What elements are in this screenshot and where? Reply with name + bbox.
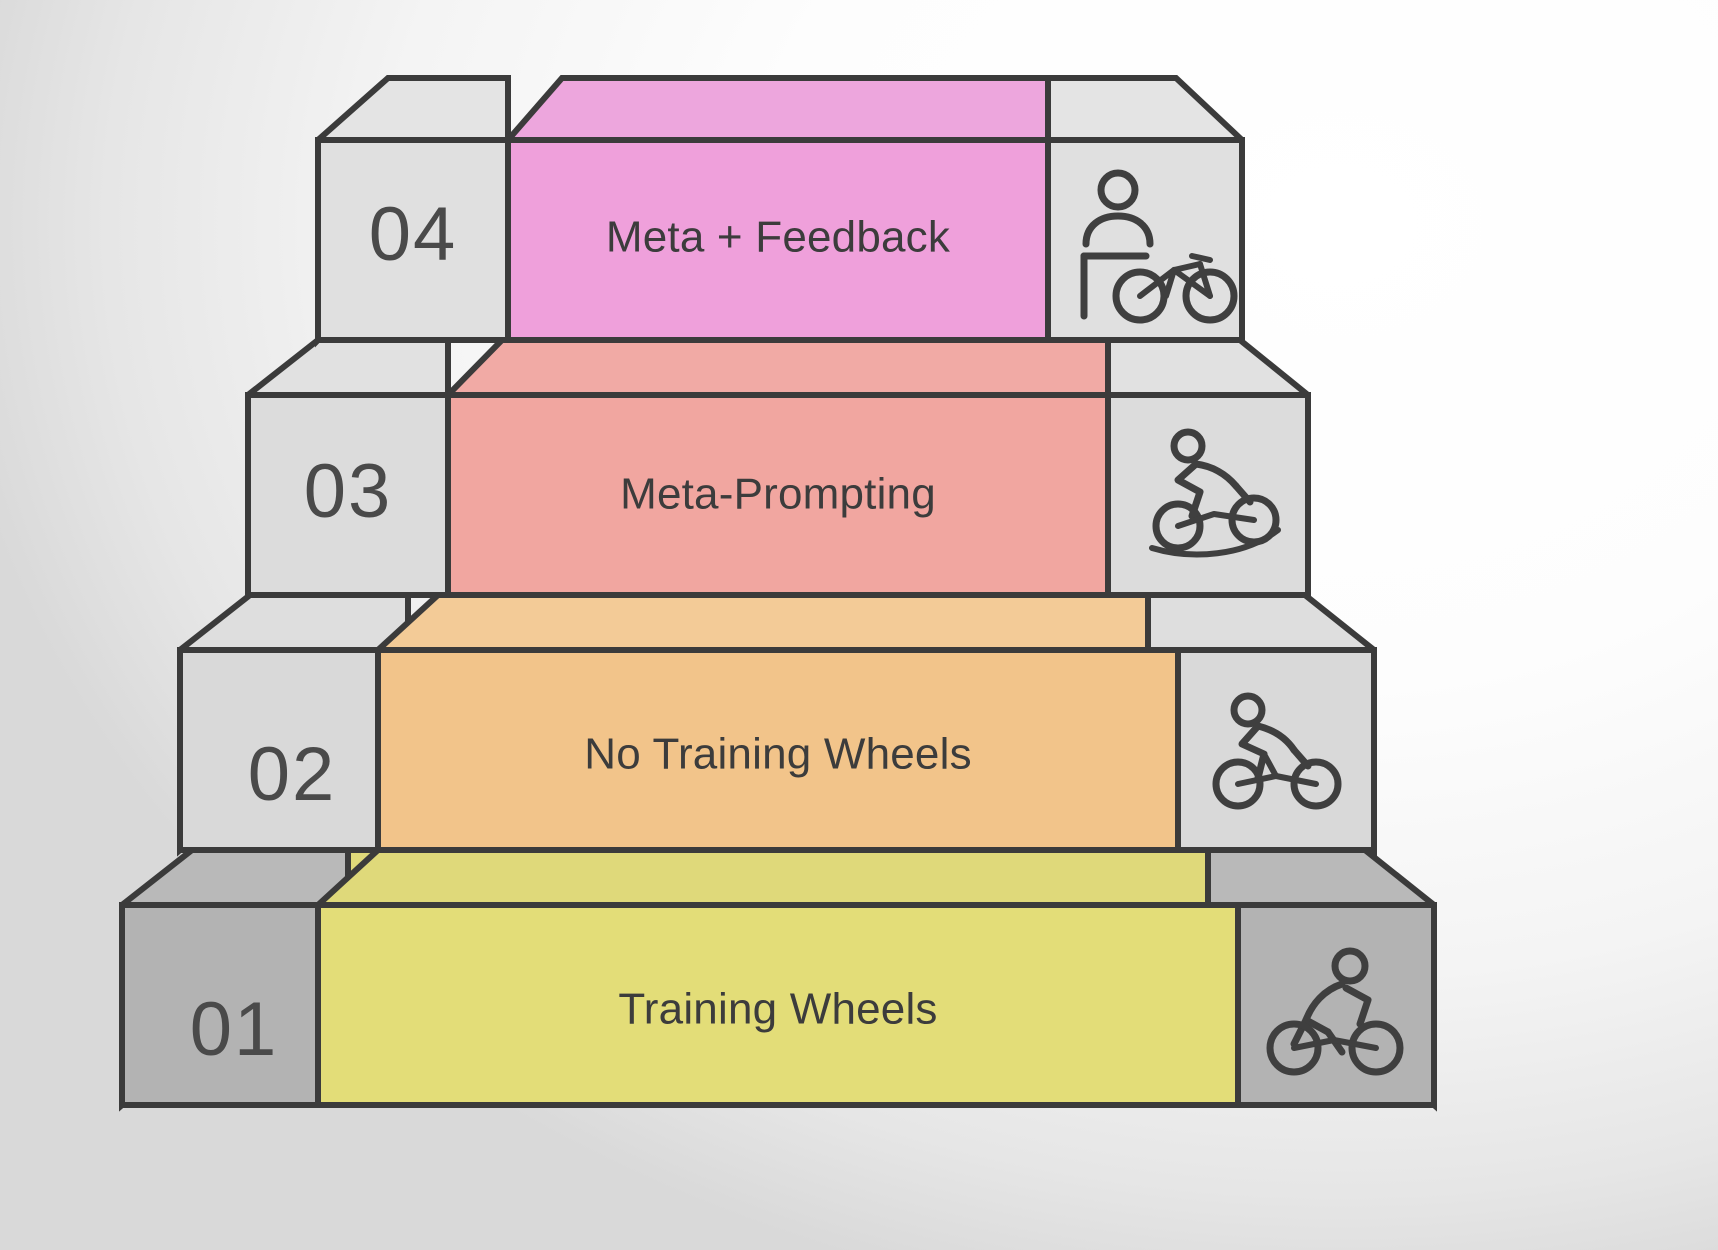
step-03-tread-front	[445, 392, 1111, 598]
cyclist-riding-with-training-wheels-icon	[1266, 947, 1404, 1076]
step-04-right-box-front	[1045, 137, 1245, 343]
step-01-tread-front	[315, 902, 1241, 1108]
step-03-tread-top	[440, 337, 1111, 398]
step-01-number: 01	[190, 987, 279, 1072]
person-standing-beside-bicycle-icon	[1080, 169, 1238, 324]
step-03-label: Meta-Prompting	[620, 470, 936, 519]
step-02-tread-top	[370, 592, 1151, 653]
step-02-number: 02	[248, 732, 337, 817]
step-02-tread-front	[375, 647, 1181, 853]
step-04-number: 04	[369, 192, 458, 277]
step-04-label: Meta + Feedback	[606, 213, 951, 262]
step-02-label: No Training Wheels	[584, 730, 972, 779]
step-03-right-box-front	[1105, 392, 1311, 598]
step-01-right-box-front	[1205, 902, 1437, 1108]
step-01-group[interactable]: 01 Training Wheels	[119, 847, 1437, 1112]
step-04-group[interactable]: 04 Meta + Feedback	[315, 75, 1245, 348]
step-01-label: Training Wheels	[618, 985, 937, 1034]
cyclist-uphill-icon	[1149, 428, 1281, 558]
step-04-tread-front	[505, 137, 1051, 343]
cyclist-riding-fast-icon	[1212, 692, 1342, 810]
step-03-group[interactable]: 03 Meta-Prompting	[245, 337, 1311, 603]
step-01-tread-top-poly	[310, 847, 1211, 908]
step-04-tread-top	[501, 75, 1051, 143]
step-03-number: 03	[304, 449, 393, 534]
step-02-group[interactable]: 02 No Training Wheels	[177, 592, 1377, 857]
